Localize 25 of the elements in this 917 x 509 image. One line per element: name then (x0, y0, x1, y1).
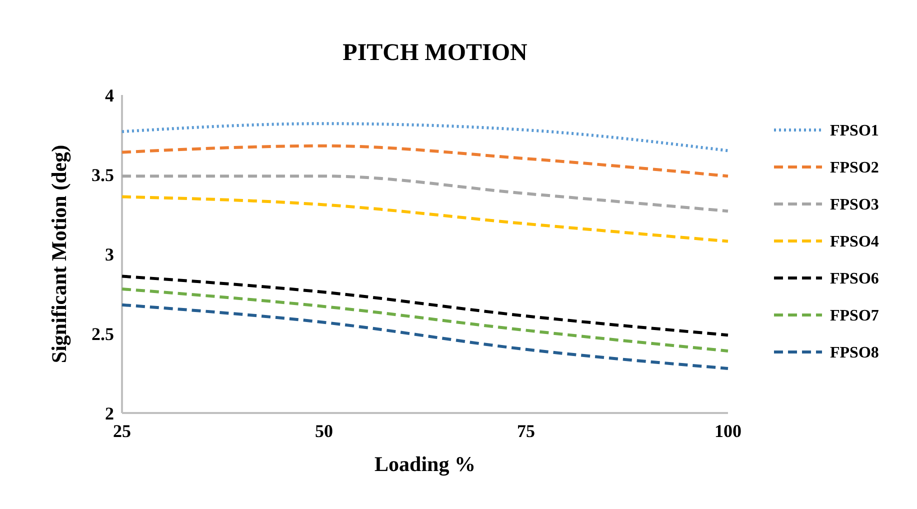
x-tick-label: 50 (315, 421, 333, 441)
legend-label: FPSO6 (830, 270, 879, 288)
legend-label: FPSO7 (830, 308, 879, 325)
x-tick-label: 75 (517, 421, 535, 441)
x-tick-label: 100 (714, 421, 742, 441)
line-series (120, 303, 730, 370)
x-tick-label: 25 (113, 421, 131, 441)
y-tick-label: 2 (105, 403, 114, 424)
y-tick-label: 3.5 (92, 164, 114, 185)
line-series (120, 144, 730, 178)
line-series (120, 274, 730, 337)
legend-label: FPSO4 (830, 234, 879, 251)
y-tick-label: 4 (105, 85, 114, 106)
legend-label: FPSO8 (830, 344, 879, 362)
line-series (120, 122, 730, 152)
y-tick-label: 2.5 (92, 324, 114, 344)
y-tick-label: 3 (105, 244, 114, 264)
line-series (120, 195, 730, 243)
legend-label: FPSO3 (830, 196, 879, 214)
line-series (120, 287, 730, 352)
x-axis-title: Loading % (374, 452, 476, 476)
chart-title: PITCH MOTION (342, 40, 528, 66)
legend-label: FPSO1 (830, 122, 879, 140)
y-axis-title: Significant Motion (deg) (47, 144, 71, 364)
legend-label: FPSO2 (830, 160, 879, 177)
